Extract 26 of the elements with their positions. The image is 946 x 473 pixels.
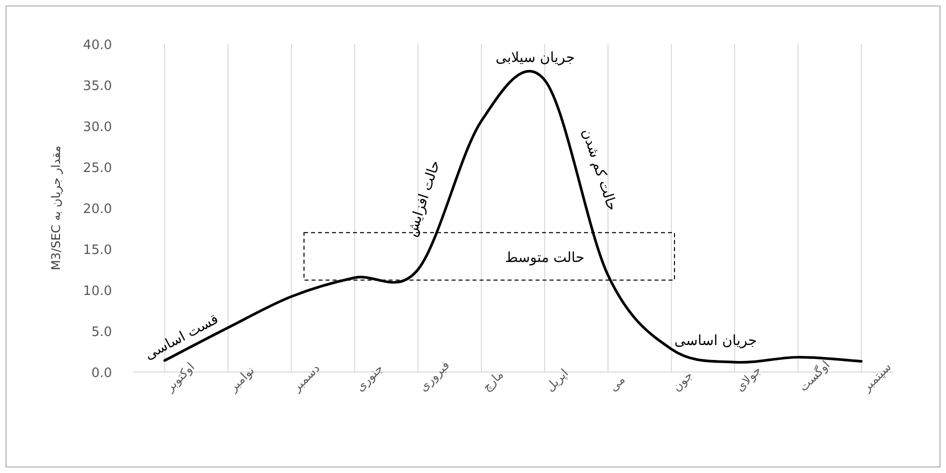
x-tick-label: جون	[670, 368, 696, 394]
annotation: حالت متوسط	[504, 250, 584, 266]
y-tick-label: 40.0	[83, 38, 112, 53]
annotation: جریان اساسی	[674, 332, 757, 349]
x-tick-label: سپتمبر	[858, 360, 894, 395]
y-tick-label: 30.0	[83, 120, 112, 135]
y-tick-label: 15.0	[83, 243, 112, 258]
x-tick-label: فبروری	[416, 358, 452, 394]
annotation: جریان سیلابی	[496, 50, 575, 66]
y-tick-label: 25.0	[83, 161, 112, 176]
x-tick-label: می	[606, 372, 628, 394]
x-tick-label: اوگست	[796, 358, 833, 394]
x-tick-label: جولای	[732, 363, 764, 394]
x-tick-label: دسمبر	[288, 361, 322, 395]
x-tick-label: نوامبر	[226, 363, 258, 395]
x-tick-label: جنوری	[352, 361, 386, 394]
y-tick-label: 35.0	[83, 79, 112, 94]
y-axis-title: مقدار جریان به M3/SEC	[49, 146, 63, 270]
x-tick-label: اپریل	[542, 366, 571, 394]
x-tick-label: مارچ	[480, 368, 506, 394]
y-tick-label: 5.0	[91, 325, 112, 340]
annotation: حالت کم شدن	[578, 126, 620, 213]
annotation: حالت افزایش	[404, 158, 444, 239]
y-tick-label: 20.0	[83, 202, 112, 217]
y-tick-label: 0.0	[91, 366, 112, 381]
y-tick-label: 10.0	[83, 284, 112, 299]
